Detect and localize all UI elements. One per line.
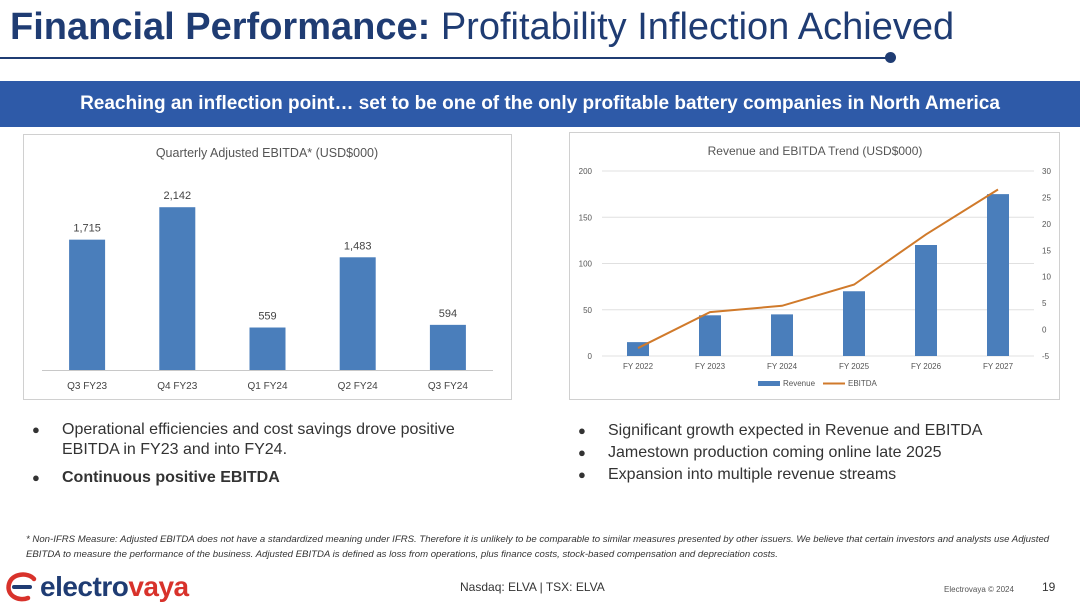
bar bbox=[69, 239, 106, 370]
title-underline-dot bbox=[885, 52, 896, 63]
y-tick-label: 100 bbox=[579, 260, 593, 269]
revenue-bar bbox=[843, 291, 865, 356]
bar bbox=[339, 257, 376, 370]
right-bullet-list: Significant growth expected in Revenue a… bbox=[572, 420, 1052, 486]
bar bbox=[249, 327, 286, 370]
list-item: Operational efficiencies and cost saving… bbox=[26, 420, 506, 460]
chart-title: Quarterly Adjusted EBITDA* (USD$000) bbox=[156, 146, 378, 160]
x-tick-label: FY 2023 bbox=[695, 362, 726, 371]
revenue-bar bbox=[699, 315, 721, 356]
title-bold: Financial Performance: bbox=[10, 6, 431, 48]
legend-revenue-label: Revenue bbox=[783, 379, 816, 388]
non-ifrs-footnote: * Non-IFRS Measure: Adjusted EBITDA does… bbox=[26, 534, 1050, 560]
headline-banner: Reaching an inflection point… set to be … bbox=[0, 81, 1080, 127]
list-item: Significant growth expected in Revenue a… bbox=[572, 420, 1052, 442]
revenue-trend-chart-panel: Revenue and EBITDA Trend (USD$000) 0 50 100… bbox=[569, 132, 1060, 400]
bar bbox=[159, 207, 196, 370]
page-number: 19 bbox=[1042, 580, 1056, 594]
y2-tick-label: 25 bbox=[1042, 193, 1051, 202]
banner-text: Reaching an inflection point… set to be … bbox=[80, 93, 1000, 114]
y2-tick-label: 20 bbox=[1042, 220, 1051, 229]
y2-tick-label: 15 bbox=[1042, 246, 1051, 255]
x-tick-label: Q2 FY24 bbox=[338, 381, 378, 392]
revenue-bar bbox=[987, 194, 1009, 356]
x-tick-label: FY 2026 bbox=[911, 362, 942, 371]
y2-tick-label: 0 bbox=[1042, 326, 1047, 335]
logo-wordmark: electrovaya bbox=[40, 571, 189, 603]
x-tick-label: FY 2027 bbox=[983, 362, 1014, 371]
quarterly-ebitda-chart: Quarterly Adjusted EBITDA* (USD$000) 1,71… bbox=[42, 146, 493, 392]
title-underline bbox=[0, 57, 888, 59]
x-tick-label: Q3 FY24 bbox=[428, 381, 468, 392]
y-tick-label: 0 bbox=[588, 352, 593, 361]
ebitda-line bbox=[637, 188, 999, 349]
logo-swirl-icon bbox=[4, 570, 40, 604]
copyright: Electrovaya © 2024 bbox=[944, 585, 1014, 594]
electrovaya-logo: electrovaya bbox=[4, 570, 189, 604]
logo-text-electro: electro bbox=[40, 571, 129, 602]
x-tick-label: Q3 FY23 bbox=[67, 381, 107, 392]
bar bbox=[429, 324, 466, 370]
list-item: Jamestown production coming online late … bbox=[572, 442, 1052, 464]
data-label: 559 bbox=[258, 311, 276, 323]
legend-ebitda-label: EBITDA bbox=[848, 379, 878, 388]
x-tick-label: FY 2025 bbox=[839, 362, 870, 371]
list-item: Continuous positive EBITDA bbox=[26, 468, 506, 488]
title-light: Profitability Inflection Achieved bbox=[440, 6, 955, 48]
data-label: 1,483 bbox=[344, 240, 372, 252]
left-bullet-list: Operational efficiencies and cost saving… bbox=[26, 420, 506, 496]
x-tick-label: Q1 FY24 bbox=[247, 381, 287, 392]
y2-tick-label: 30 bbox=[1042, 167, 1051, 176]
chart-title: Revenue and EBITDA Trend (USD$000) bbox=[708, 144, 923, 158]
y-tick-label: 150 bbox=[579, 213, 593, 222]
y-tick-label: 50 bbox=[583, 306, 592, 315]
y-tick-label: 200 bbox=[579, 167, 593, 176]
legend-revenue-swatch bbox=[758, 381, 780, 386]
page-title: Financial Performance: Profitability Inf… bbox=[10, 4, 954, 50]
data-label: 594 bbox=[439, 308, 457, 320]
exchange-listing: Nasdaq: ELVA | TSX: ELVA bbox=[460, 580, 605, 594]
ebitda-chart-panel: Quarterly Adjusted EBITDA* (USD$000) 1,71… bbox=[23, 134, 512, 400]
y2-tick-label: -5 bbox=[1042, 352, 1050, 361]
logo-text-vaya: vaya bbox=[128, 571, 189, 602]
x-tick-label: Q4 FY23 bbox=[157, 381, 197, 392]
x-tick-label: FY 2022 bbox=[623, 362, 654, 371]
revenue-bar bbox=[771, 314, 793, 356]
data-label: 1,715 bbox=[73, 223, 101, 235]
revenue-ebitda-trend-chart: Revenue and EBITDA Trend (USD$000)050100… bbox=[579, 144, 1052, 388]
y2-tick-label: 5 bbox=[1042, 299, 1047, 308]
revenue-bar bbox=[915, 245, 937, 356]
list-item: Expansion into multiple revenue streams bbox=[572, 464, 1052, 486]
y2-tick-label: 10 bbox=[1042, 273, 1051, 282]
data-label: 2,142 bbox=[164, 190, 192, 202]
x-tick-label: FY 2024 bbox=[767, 362, 798, 371]
